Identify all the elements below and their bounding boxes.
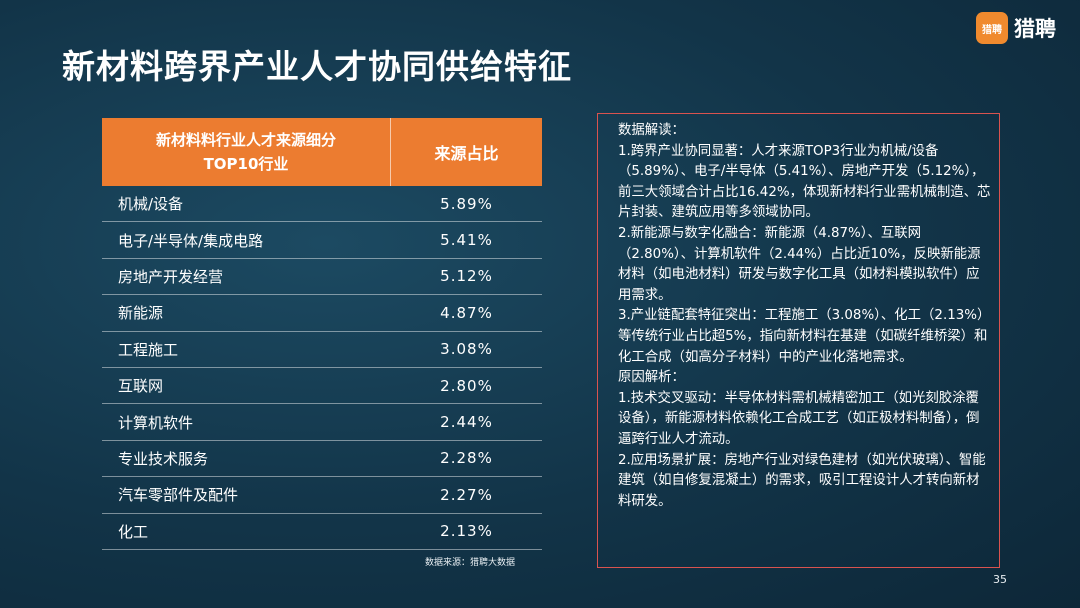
table-row: 计算机软件 2.44%	[102, 404, 542, 441]
table-row: 新能源 4.87%	[102, 295, 542, 332]
industry-cell: 电子/半导体/集成电路	[118, 231, 264, 250]
share-cell: 2.27%	[440, 485, 493, 504]
industry-source-table: 新材料料行业人才来源细分 TOP10行业 来源占比 机械/设备 5.89% 电子…	[102, 118, 542, 550]
industry-cell: 互联网	[118, 377, 164, 396]
table-row: 机械/设备 5.89%	[102, 186, 542, 223]
header-industry-line2: TOP10行业	[203, 155, 289, 173]
logo-text: 猎聘	[1014, 17, 1056, 41]
industry-cell: 计算机软件	[118, 413, 194, 432]
share-cell: 5.12%	[440, 267, 493, 286]
share-cell: 4.87%	[440, 303, 493, 322]
logo-badge-icon: 猎聘	[976, 12, 1008, 44]
table-row: 专业技术服务 2.28%	[102, 441, 542, 478]
notes-heading-reasons: 原因解析：	[618, 370, 685, 386]
notes-paragraph-1: 1.跨界产业协同显著：人才来源TOP3行业为机械/设备（5.89%）、电子/半导…	[618, 143, 991, 221]
industry-cell: 机械/设备	[118, 195, 184, 214]
share-cell: 5.89%	[440, 194, 493, 213]
industry-cell: 专业技术服务	[118, 449, 209, 468]
notes-paragraph-4: 1.技术交叉驱动：半导体材料需机械精密加工（如光刻胶涂覆设备），新能源材料依赖化…	[618, 390, 980, 447]
table-row: 互联网 2.80%	[102, 368, 542, 405]
page-title: 新材料跨界产业人才协同供给特征	[62, 47, 572, 86]
table-row: 房地产开发经营 5.12%	[102, 259, 542, 296]
table-row: 工程施工 3.08%	[102, 332, 542, 368]
share-cell: 2.80%	[440, 376, 493, 395]
header-industry-line1: 新材料料行业人才来源细分	[155, 131, 336, 149]
table-row: 汽车零部件及配件 2.27%	[102, 477, 542, 514]
share-cell: 2.28%	[440, 449, 493, 468]
industry-cell: 化工	[118, 522, 149, 541]
brand-logo: 猎聘 猎聘	[976, 12, 1056, 44]
data-source-note: 数据来源：猎聘大数据	[425, 558, 516, 568]
page-number: 35	[993, 573, 1007, 586]
industry-cell: 新能源	[118, 304, 164, 323]
notes-paragraph-2: 2.新能源与数字化融合：新能源（4.87%）、互联网（2.80%）、计算机软件（…	[618, 225, 981, 303]
industry-cell: 工程施工	[118, 340, 179, 359]
share-cell: 2.13%	[440, 522, 493, 541]
notes-paragraph-3: 3.产业链配套特征突出：工程施工（3.08%）、化工（2.13%）等传统行业占比…	[618, 308, 991, 365]
share-cell: 3.08%	[440, 340, 493, 359]
header-share: 来源占比	[434, 144, 499, 163]
share-cell: 5.41%	[440, 231, 493, 250]
table-row: 化工 2.13%	[102, 514, 542, 550]
table-header: 新材料料行业人才来源细分 TOP10行业 来源占比	[102, 118, 542, 186]
header-industry: 新材料料行业人才来源细分 TOP10行业	[102, 118, 391, 186]
share-cell: 2.44%	[440, 413, 493, 432]
industry-cell: 房地产开发经营	[118, 267, 224, 286]
analysis-box: 数据解读： 1.跨界产业协同显著：人才来源TOP3行业为机械/设备（5.89%）…	[597, 113, 1000, 568]
table-row: 电子/半导体/集成电路 5.41%	[102, 222, 542, 259]
industry-cell: 汽车零部件及配件	[118, 486, 239, 505]
notes-paragraph-5: 2.应用场景扩展：房地产行业对绿色建材（如光伏玻璃）、智能建筑（如自修复混凝土）…	[618, 452, 986, 509]
notes-heading: 数据解读：	[618, 123, 685, 138]
